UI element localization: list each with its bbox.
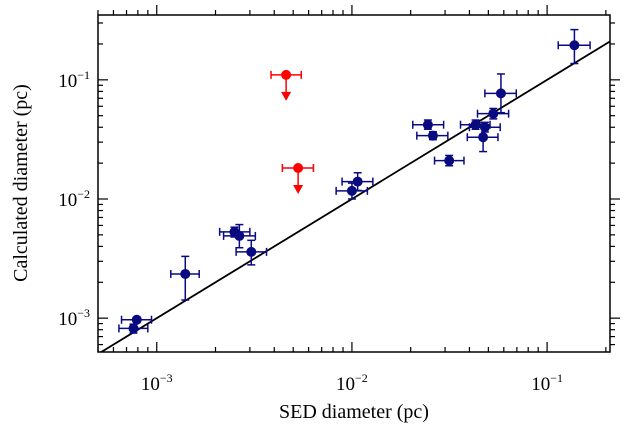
plot-area	[99, 28, 610, 352]
data-point	[427, 130, 438, 141]
upper-limit-point	[293, 163, 304, 174]
x-tick-label: 10−1	[531, 371, 563, 395]
data-point	[569, 40, 580, 51]
data-point	[352, 176, 363, 187]
data-point	[478, 132, 489, 143]
tick-labels: 10−3 10−2 10−1 10−3 10−2 10−1	[58, 68, 563, 395]
data-point	[470, 119, 481, 130]
upper-limit-arrow	[293, 185, 304, 195]
x-tick-label: 10−2	[336, 371, 368, 395]
y-axis-title: Calculated diameter (pc)	[10, 84, 32, 282]
data-point	[180, 268, 191, 279]
y-tick-label: 10−1	[58, 68, 90, 92]
data-point	[131, 314, 142, 325]
upper-limit-arrow	[281, 91, 292, 101]
x-tick-label: 10−3	[141, 371, 173, 395]
y-tick-label: 10−2	[58, 187, 90, 211]
upper-limit-point	[281, 69, 292, 80]
one-to-one-line	[99, 40, 610, 352]
y-tick-label: 10−3	[58, 306, 90, 330]
data-point	[234, 230, 245, 241]
data-point	[488, 108, 499, 119]
data-point	[422, 119, 433, 130]
data-point	[495, 88, 506, 99]
data-point	[479, 122, 490, 133]
x-axis-title: SED diameter (pc)	[279, 401, 429, 423]
axis-ticks	[97, 5, 620, 352]
data-point	[128, 323, 139, 334]
data-point	[444, 155, 455, 166]
data-point	[346, 185, 357, 196]
data-point	[246, 246, 257, 257]
plot-frame	[97, 14, 611, 353]
